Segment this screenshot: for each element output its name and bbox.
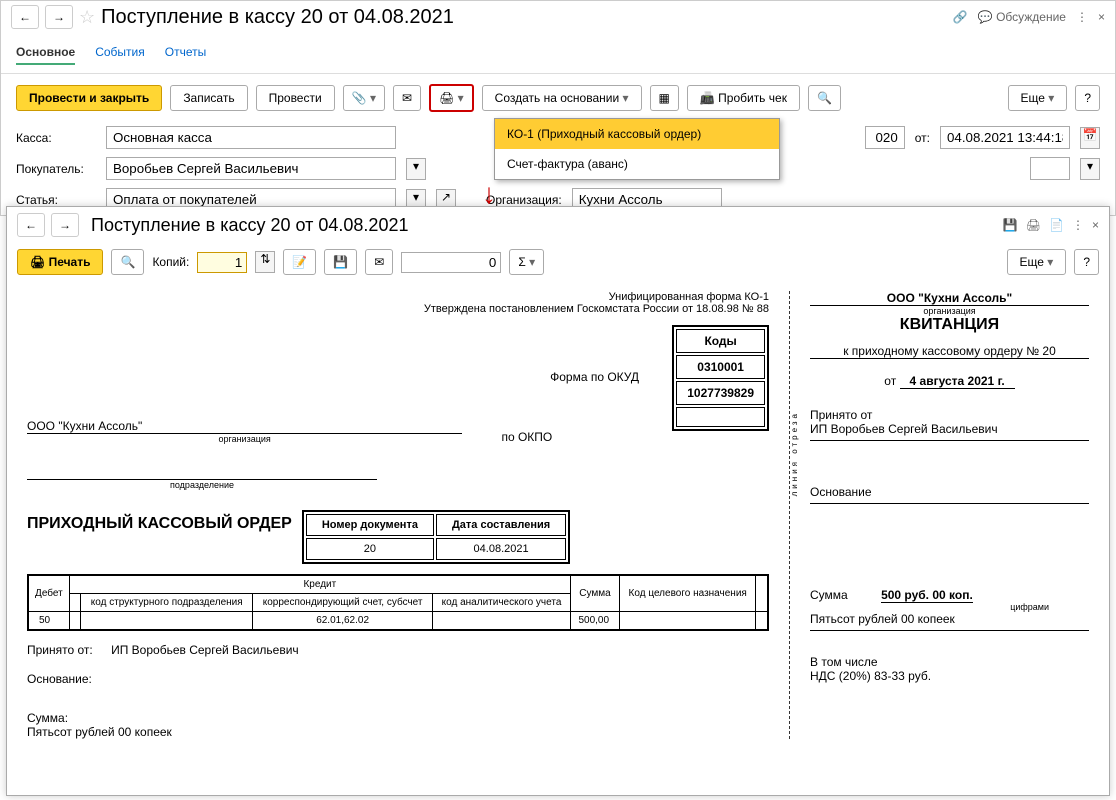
attach-button[interactable]: 📎 bbox=[343, 85, 385, 111]
org-name: ООО "Кухни Ассоль" bbox=[27, 419, 462, 434]
post-and-close-button[interactable]: Провести и закрыть bbox=[16, 85, 162, 111]
org-label: Организация: bbox=[486, 193, 562, 207]
report-button[interactable]: 🔍 bbox=[808, 85, 841, 111]
form-header1: Унифицированная форма КО-1 bbox=[27, 291, 769, 303]
article-label: Статья: bbox=[16, 193, 96, 207]
create-based-button[interactable]: Создать на основании bbox=[482, 85, 642, 111]
receipt-sum-label: Сумма bbox=[810, 588, 848, 602]
back-button[interactable]: ← bbox=[11, 5, 39, 29]
basis-label: Основание: bbox=[27, 672, 769, 686]
org-sub: организация bbox=[27, 434, 462, 444]
ext-dropdown-icon[interactable]: ▾ bbox=[1080, 158, 1100, 180]
arrow-annotation: ↓ bbox=[482, 178, 496, 210]
receipt-sum-sub: цифрами bbox=[810, 602, 1089, 612]
buyer-label: Покупатель: bbox=[16, 162, 96, 176]
date-input[interactable] bbox=[940, 126, 1070, 149]
win2-forward-button[interactable]: → bbox=[51, 213, 79, 237]
calendar-icon[interactable]: 📅 bbox=[1080, 127, 1100, 149]
win2-more-button[interactable]: Еще bbox=[1007, 249, 1067, 275]
close-icon[interactable]: × bbox=[1098, 10, 1105, 24]
dept-sub: подразделение bbox=[27, 480, 377, 490]
receipt-received-label: Принято от bbox=[810, 408, 1089, 422]
more-button[interactable]: Еще bbox=[1008, 85, 1068, 111]
mail-button[interactable]: ✉ bbox=[393, 85, 421, 111]
tab-events[interactable]: События bbox=[95, 41, 145, 65]
post-button[interactable]: Провести bbox=[256, 85, 335, 111]
print-icon[interactable]: 🖨 bbox=[1026, 218, 1041, 232]
edit-button[interactable]: 📝 bbox=[283, 249, 316, 275]
num-input[interactable] bbox=[865, 126, 905, 149]
receipt-org-sub: организация bbox=[810, 306, 1089, 316]
doc-icon[interactable]: 📄 bbox=[1049, 218, 1064, 232]
receipt-sum-words: Пятьсот рублей 00 копеек bbox=[810, 612, 1089, 626]
receipt-title: КВИТАНЦИЯ bbox=[810, 316, 1089, 334]
receipt-incl-label: В том числе bbox=[810, 655, 1089, 669]
received-label: Принято от: bbox=[27, 643, 93, 657]
receipt-received: ИП Воробьев Сергей Васильевич bbox=[810, 422, 1089, 436]
okpo-label: по ОКПО bbox=[462, 430, 562, 444]
tab-reports[interactable]: Отчеты bbox=[165, 41, 206, 65]
save-icon[interactable]: 💾 bbox=[1003, 218, 1018, 232]
win2-title: Поступление в кассу 20 от 04.08.2021 bbox=[91, 215, 408, 236]
help-button[interactable]: ? bbox=[1075, 85, 1100, 111]
send-button[interactable]: ✉ bbox=[365, 249, 393, 275]
main-table: Дебет Кредит Сумма Код целевого назначен… bbox=[27, 574, 769, 631]
ext-input[interactable] bbox=[1030, 157, 1070, 180]
okud-label: Форма по ОКУД bbox=[27, 370, 649, 384]
receipt-sum: 500 руб. 00 коп. bbox=[881, 588, 973, 603]
copies-spinner[interactable]: ⇅ bbox=[255, 251, 275, 273]
copies-label: Копий: bbox=[152, 255, 189, 269]
print-dropdown-menu: КО-1 (Приходный кассовый ордер) Счет-фак… bbox=[494, 118, 780, 180]
receipt-basis-label: Основание bbox=[810, 485, 1089, 499]
receipt-button[interactable]: 📠 Пробить чек bbox=[687, 85, 800, 111]
save-doc-button[interactable]: 💾 bbox=[324, 249, 357, 275]
receipt-vat: НДС (20%) 83-33 руб. bbox=[810, 669, 1089, 683]
dropdown-invoice[interactable]: Счет-фактура (аванс) bbox=[495, 149, 779, 179]
received-from: ИП Воробьев Сергей Васильевич bbox=[111, 643, 299, 657]
save-button[interactable]: Записать bbox=[170, 85, 247, 111]
structure-button[interactable]: ▦ bbox=[650, 85, 679, 111]
discuss-link[interactable]: 💬 Обсуждение bbox=[978, 10, 1066, 24]
doc-num-table: Номер документаДата составления 2004.08.… bbox=[302, 510, 570, 564]
sigma-button[interactable]: Σ bbox=[509, 249, 544, 275]
buyer-dropdown-icon[interactable]: ▾ bbox=[406, 158, 426, 180]
num-field[interactable] bbox=[401, 252, 501, 273]
win2-more-icon[interactable]: ⋮ bbox=[1072, 218, 1084, 232]
receipt-order: к приходному кассовому ордеру № 20 bbox=[810, 344, 1089, 359]
receipt-date: 4 августа 2021 г. bbox=[900, 374, 1015, 389]
link-icon[interactable]: 🔗 bbox=[953, 10, 968, 24]
cut-line: линия отреза bbox=[790, 411, 799, 496]
win2-close-icon[interactable]: × bbox=[1092, 218, 1099, 232]
window-title: Поступление в кассу 20 от 04.08.2021 bbox=[101, 6, 454, 29]
sum-label2: Сумма: bbox=[27, 711, 769, 725]
kassa-input[interactable] bbox=[106, 126, 396, 149]
receipt-org: ООО "Кухни Ассоль" bbox=[810, 291, 1089, 306]
preview-button[interactable]: 🔍 bbox=[111, 249, 144, 275]
win2-help-button[interactable]: ? bbox=[1074, 249, 1099, 275]
codes-table: Коды 0310001 1027739829 bbox=[672, 325, 769, 431]
win2-back-button[interactable]: ← bbox=[17, 213, 45, 237]
more-icon[interactable]: ⋮ bbox=[1076, 10, 1088, 24]
from-label: от: bbox=[915, 131, 930, 145]
dropdown-ko1[interactable]: КО-1 (Приходный кассовый ордер) bbox=[495, 119, 779, 149]
kassa-label: Касса: bbox=[16, 131, 96, 145]
form-header2: Утверждена постановлением Госкомстата Ро… bbox=[27, 303, 769, 315]
print-button[interactable]: 🖨 Печать bbox=[17, 249, 103, 275]
star-icon[interactable]: ☆ bbox=[79, 7, 95, 28]
copies-input[interactable] bbox=[197, 252, 247, 273]
print-dropdown-button[interactable]: 🖨 bbox=[429, 84, 474, 112]
tab-main[interactable]: Основное bbox=[16, 41, 75, 65]
doc-title: ПРИХОДНЫЙ КАССОВЫЙ ОРДЕР bbox=[27, 515, 292, 533]
sum-words: Пятьсот рублей 00 копеек bbox=[27, 725, 769, 739]
forward-button[interactable]: → bbox=[45, 5, 73, 29]
buyer-input[interactable] bbox=[106, 157, 396, 180]
